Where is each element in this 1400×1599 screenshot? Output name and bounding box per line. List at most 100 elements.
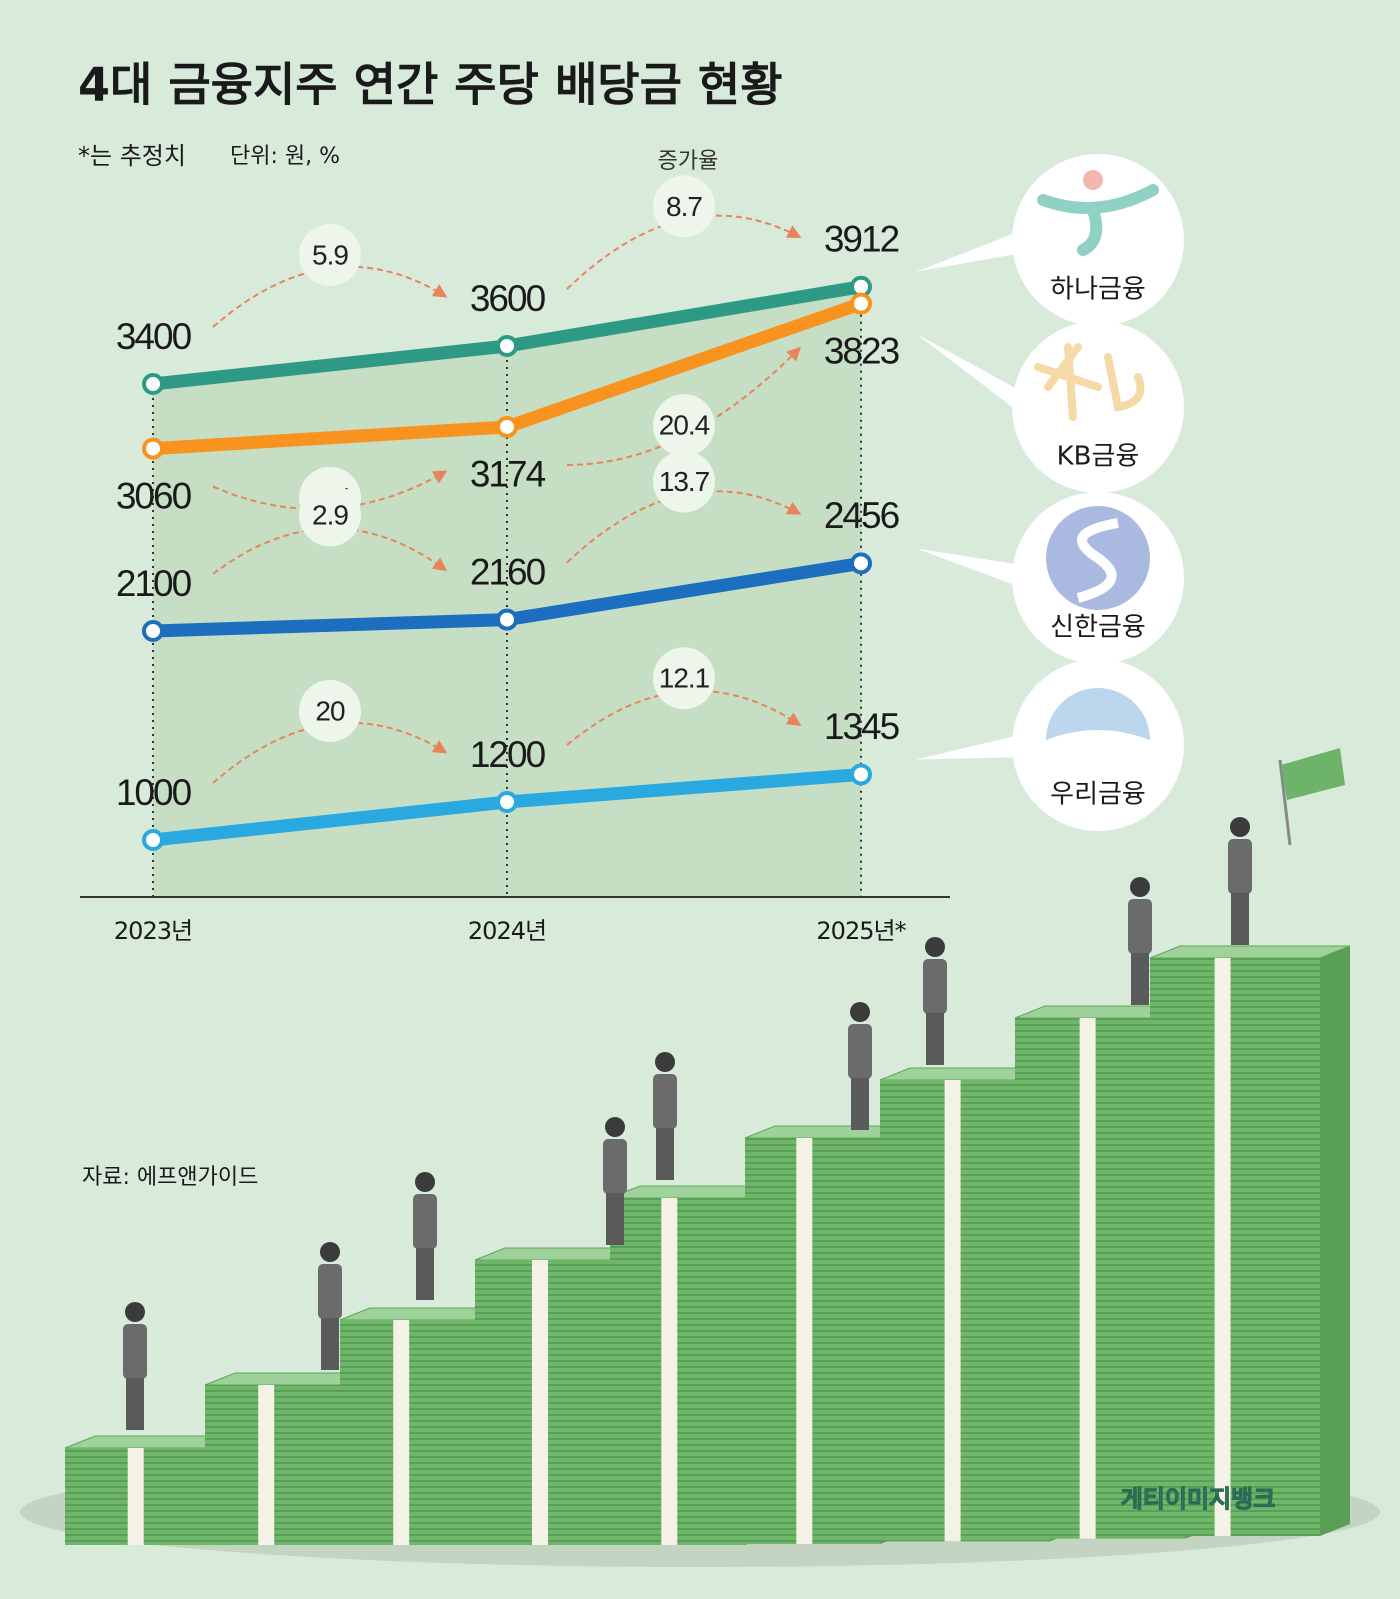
value-label: 3823: [824, 330, 899, 371]
stack-side: [1320, 946, 1350, 1536]
x-tick-label: 2025년*: [816, 917, 906, 945]
logo-pointer: [916, 733, 1028, 760]
person-body: [1228, 839, 1252, 894]
point: [850, 552, 872, 575]
stack-band: [944, 1080, 961, 1542]
logo-mark: [1037, 184, 1159, 256]
value-label: 1000: [116, 772, 192, 813]
person-body: [413, 1194, 437, 1249]
person-legs: [606, 1193, 624, 1245]
person-head: [605, 1117, 625, 1137]
person-head: [125, 1302, 145, 1322]
x-tick-label: 2023년: [114, 917, 192, 945]
person-legs: [1231, 893, 1249, 945]
growth-bubble: [653, 394, 715, 457]
person-legs: [416, 1248, 434, 1300]
point: [496, 608, 518, 631]
flag: [1281, 748, 1345, 800]
stack-band: [1214, 958, 1231, 1536]
money-stairs: [20, 748, 1380, 1567]
logo-pointer: [916, 228, 1028, 272]
person-body: [123, 1324, 147, 1379]
stack-front: [475, 1260, 625, 1545]
legend-label: 하나금융: [1050, 275, 1146, 305]
growth-bubble: [299, 484, 361, 547]
value-label: 2100: [116, 563, 192, 604]
x-tick-label: 2024년: [468, 917, 546, 945]
person-head: [1130, 877, 1150, 897]
growth-bubble: [653, 175, 715, 238]
stack-band: [532, 1260, 548, 1545]
stack-front: [610, 1198, 745, 1545]
chart-title: 4대 금융지주 연간 주당 배당금 현황: [78, 58, 783, 112]
credit: 게티이미지뱅크: [1121, 1485, 1276, 1513]
stack-front: [1150, 958, 1320, 1536]
growth-rate: 8.7: [666, 191, 702, 222]
growth-rate: 20: [315, 695, 345, 726]
person-body: [848, 1024, 872, 1079]
logo-mark: [1083, 170, 1103, 190]
growth-bubble: [653, 450, 715, 513]
stack-band: [258, 1385, 275, 1545]
growth-arrow: [212, 527, 448, 575]
point: [142, 620, 164, 642]
person-body: [923, 959, 947, 1014]
value-label: 1345: [824, 706, 900, 747]
point: [496, 791, 518, 813]
growth-bubble: [653, 647, 715, 710]
unit: 단위: 원, %: [230, 144, 340, 169]
value-label: 3174: [470, 454, 546, 495]
person-legs: [656, 1128, 674, 1180]
logo-circle: [1012, 659, 1184, 831]
point: [142, 373, 164, 395]
growth-rate: 20.4: [659, 410, 710, 441]
legend-label: 신한금융: [1050, 613, 1146, 643]
point: [142, 829, 164, 851]
stack-front: [205, 1385, 345, 1545]
point: [496, 335, 518, 357]
person-head: [925, 937, 945, 957]
growth-bubble: [299, 224, 361, 286]
person-legs: [1131, 953, 1149, 1005]
growth-arrow: [212, 470, 448, 510]
value-label: 2456: [824, 495, 899, 536]
stack-band: [393, 1320, 410, 1545]
value-label: 3060: [116, 475, 192, 516]
stack-top: [1149, 945, 1351, 959]
logo-mark: [1076, 518, 1119, 603]
growth-arrow: [566, 490, 802, 564]
source: 자료: 에프앤가이드: [82, 1165, 258, 1190]
growth-rate: 13.7: [659, 466, 710, 497]
person-body: [1128, 899, 1152, 954]
stack-band: [796, 1138, 813, 1545]
stack-band: [127, 1448, 144, 1545]
stack-front: [340, 1320, 480, 1545]
value-label: 2160: [470, 551, 546, 592]
person-body: [653, 1074, 677, 1129]
value-label: 3600: [470, 278, 546, 319]
note: *는 추정치: [78, 142, 186, 170]
person-head: [850, 1002, 870, 1022]
value-label: 3400: [116, 316, 192, 357]
growth-label: 증가율: [658, 149, 719, 174]
person-body: [603, 1139, 627, 1194]
point: [142, 437, 164, 460]
point: [850, 292, 872, 315]
growth-rate: 5.9: [312, 239, 348, 270]
person-head: [1230, 817, 1250, 837]
person-legs: [851, 1078, 869, 1130]
logo-circle: [1012, 321, 1184, 493]
stack-band: [661, 1198, 678, 1545]
value-label: 3912: [824, 219, 899, 260]
legend-label: 우리금융: [1050, 780, 1146, 810]
logo-mark: [1046, 688, 1150, 740]
legend-label: KB금융: [1057, 442, 1140, 472]
growth-rate: 2.9: [312, 500, 348, 531]
person-body: [318, 1264, 342, 1319]
value-label: 1200: [470, 734, 546, 775]
person-head: [415, 1172, 435, 1192]
logo-pointer: [916, 333, 1028, 419]
logo-mark: [1034, 343, 1145, 421]
flag-pole: [1278, 759, 1292, 846]
